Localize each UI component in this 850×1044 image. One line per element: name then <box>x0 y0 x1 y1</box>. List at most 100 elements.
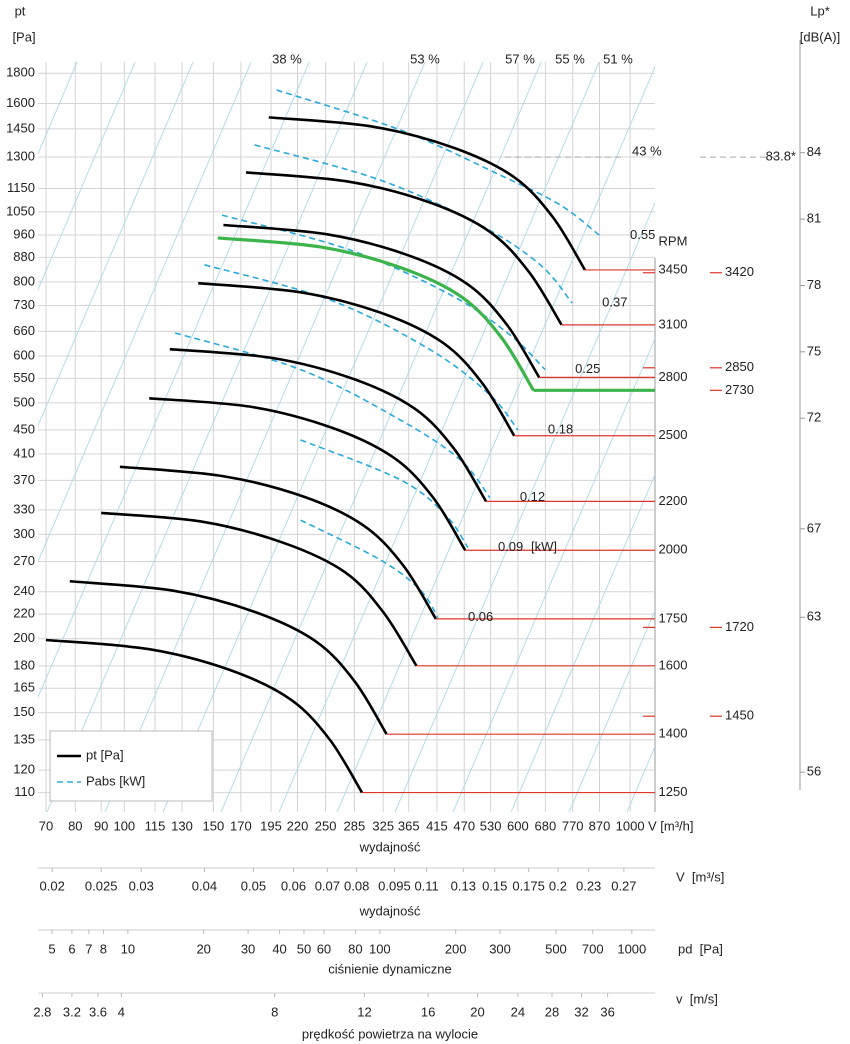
fan-curve <box>101 511 418 667</box>
y-tick-label: 1150 <box>7 180 35 195</box>
pabs-curve <box>300 439 469 548</box>
x-tick-label: 415 <box>426 818 448 833</box>
power-label: 0.09 <box>498 539 523 554</box>
fan-curve <box>169 347 488 503</box>
system-line <box>452 337 655 812</box>
y-tick-label: 200 <box>13 630 35 645</box>
rpm-label: 3100 <box>659 316 688 331</box>
y-tick-label: 880 <box>13 249 35 264</box>
aux-axis-unit: pd [Pa] <box>678 941 723 956</box>
y-tick-label: 165 <box>13 680 35 695</box>
legend-label: Pabs [kW] <box>86 773 145 788</box>
y-tick-label: 135 <box>13 731 35 746</box>
aux-tick-label: 0.13 <box>451 878 476 893</box>
y2-tick-label: 81 <box>807 211 821 226</box>
fan-curve <box>69 579 388 735</box>
y-tick-label: 1800 <box>6 65 35 80</box>
x-tick-label: 325 <box>372 818 394 833</box>
selected-curve <box>217 236 535 392</box>
rpm-label: 1400 <box>659 726 688 741</box>
system-line <box>104 62 426 812</box>
y-tick-label: 1600 <box>6 95 35 110</box>
x-tick-label: 870 <box>589 818 611 833</box>
x-tick-label: 250 <box>315 818 337 833</box>
aux-tick-label: 20 <box>470 1004 484 1019</box>
rpm-label: 3450 <box>659 261 688 276</box>
aux-tick-label: 2.8 <box>33 1004 51 1019</box>
legend: pt [Pa] Pabs [kW] <box>49 730 213 802</box>
legend-box <box>49 730 213 802</box>
rpm-label: 2800 <box>659 369 688 384</box>
aux-tick-label: 0.15 <box>482 878 507 893</box>
power-label: 0.37 <box>602 294 627 309</box>
fan-curve <box>45 638 364 794</box>
aux-axis-title: prędkość powietrza na wylocie <box>302 1026 478 1041</box>
x-tick-label: 115 <box>145 818 166 833</box>
y-tick-label: 730 <box>13 297 35 312</box>
fan-curve <box>119 465 437 620</box>
aux-tick-label: 8 <box>271 1004 278 1019</box>
y-tick-label: 500 <box>13 394 35 409</box>
y2-tick-label: 78 <box>807 277 821 292</box>
efficiency-label: 53 % <box>410 51 440 66</box>
y-tick-label: 330 <box>13 501 35 516</box>
y-tick-label: 960 <box>13 226 35 241</box>
rpm-title: RPM <box>659 233 688 248</box>
y-tick-label: 300 <box>13 526 35 541</box>
fan-curve <box>149 396 467 551</box>
aux-tick-label: 20 <box>196 941 210 956</box>
aux-axis-unit: v [m/s] <box>676 991 718 1006</box>
aux-tick-label: 0.06 <box>281 878 306 893</box>
aux-tick-label: 700 <box>582 941 604 956</box>
system-line <box>38 62 136 291</box>
pabs-curve <box>204 264 519 431</box>
aux-tick-label: 32 <box>574 1004 588 1019</box>
x-tick-label: 470 <box>453 818 475 833</box>
aux-tick-label: 60 <box>317 941 331 956</box>
x-tick-label: 90 <box>94 818 108 833</box>
speed-label: 3420 <box>725 264 754 279</box>
x-tick-label: 600 <box>507 818 529 833</box>
pabs-curve <box>300 519 439 619</box>
aux-axis-title: ciśnienie dynamiczne <box>328 961 452 976</box>
y-tick-label: 270 <box>13 553 35 568</box>
lp-marker-label: 83.8* <box>766 149 796 164</box>
aux-tick-label: 100 <box>369 941 391 956</box>
aux-tick-label: 12 <box>357 1004 371 1019</box>
y-axis-unit: [Pa] <box>12 29 35 44</box>
selected-rpm-label: 2730 <box>725 382 754 397</box>
aux-tick-label: 0.02 <box>40 878 65 893</box>
system-line <box>510 473 655 812</box>
system-lines <box>38 62 655 812</box>
aux-tick-label: 300 <box>489 941 511 956</box>
y2-axis-label: Lp* <box>810 3 830 18</box>
system-line <box>162 62 484 812</box>
aux-tick-label: 4 <box>118 1004 125 1019</box>
y-tick-label: 550 <box>13 370 35 385</box>
aux-tick-label: 0.2 <box>549 878 567 893</box>
y-tick-label: 450 <box>13 421 35 436</box>
rpm-label: 1750 <box>659 610 688 625</box>
y-tick-label: 600 <box>13 347 35 362</box>
legend-label: pt [Pa] <box>86 747 124 762</box>
aux-tick-label: 0.08 <box>344 878 369 893</box>
y-tick-label: 150 <box>13 704 35 719</box>
aux-tick-label: 3.2 <box>63 1004 81 1019</box>
system-line <box>336 65 655 812</box>
y-tick-label: 660 <box>13 323 35 338</box>
speed-label: 2850 <box>725 359 754 374</box>
system-line <box>38 62 194 427</box>
x-tick-label: 195 <box>260 818 282 833</box>
x-tick-label: 150 <box>203 818 225 833</box>
aux-tick-label: 3.6 <box>89 1004 107 1019</box>
y2-tick-label: 84 <box>807 144 821 159</box>
power-label: 0.25 <box>575 361 600 376</box>
aux-tick-label: 50 <box>297 941 311 956</box>
y2-tick-label: 56 <box>807 764 821 779</box>
rpm-label: 2000 <box>659 542 688 557</box>
aux-axis-unit: V [m³/s] <box>676 869 724 884</box>
x-tick-label: 70 <box>39 818 53 833</box>
rpm-label: 1600 <box>659 657 688 672</box>
power-label: 0.06 <box>468 609 493 624</box>
